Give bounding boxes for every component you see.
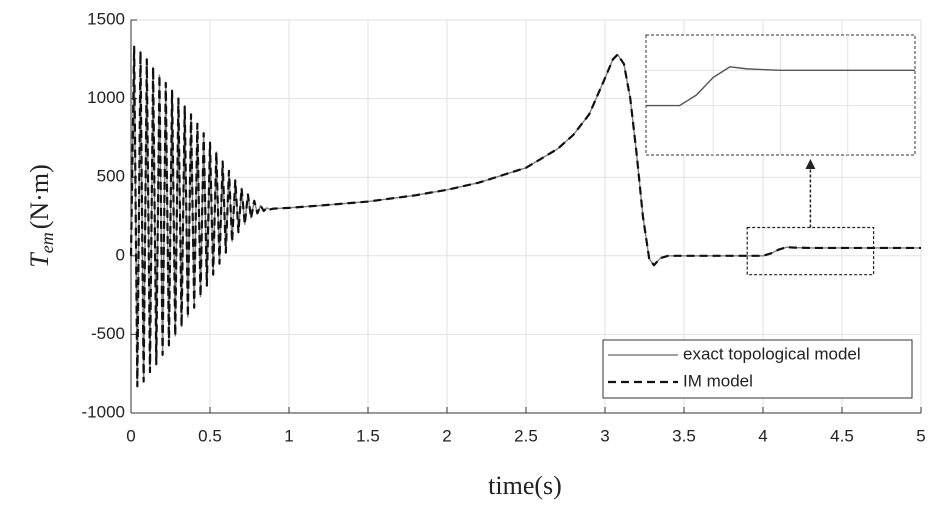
x-tick-label: 1.5 [356, 426, 380, 445]
x-tick-label: 0.5 [198, 426, 222, 445]
x-axis-label: time(s) [488, 471, 562, 500]
zoom-box [746, 226, 875, 276]
legend-label: IM model [683, 371, 753, 390]
x-tick-label: 1 [284, 426, 293, 445]
x-tick-label: 0 [126, 426, 135, 445]
y-axis-label-text: Tem (N·m) [25, 164, 57, 267]
y-tick-label: 1500 [87, 9, 125, 28]
x-tick-label: 3.5 [672, 426, 696, 445]
x-tick-label: 2.5 [514, 426, 538, 445]
zoom-arrow-head [805, 159, 816, 169]
legend-box [602, 339, 913, 399]
y-tick-label: -500 [91, 324, 125, 343]
series-line [129, 45, 921, 388]
y-label-unit: (N·m) [25, 164, 54, 229]
y-axis-label: Tem (N·m) [25, 164, 57, 267]
x-tick-label: 4 [758, 426, 767, 445]
x-tick-label: 2 [442, 426, 451, 445]
y-label-subscript: em [37, 232, 57, 253]
x-tick-label: 5 [916, 426, 925, 445]
x-tick-label: 4.5 [830, 426, 854, 445]
y-tick-label: 0 [116, 245, 125, 264]
legend-label: exact topological model [683, 344, 861, 363]
series-line [646, 66, 915, 107]
x-tick-label: 3 [600, 426, 609, 445]
y-tick-label: 500 [97, 167, 125, 186]
y-tick-label: -1000 [82, 402, 125, 421]
y-tick-label: 1000 [87, 88, 125, 107]
y-label-symbol: T [25, 252, 54, 268]
